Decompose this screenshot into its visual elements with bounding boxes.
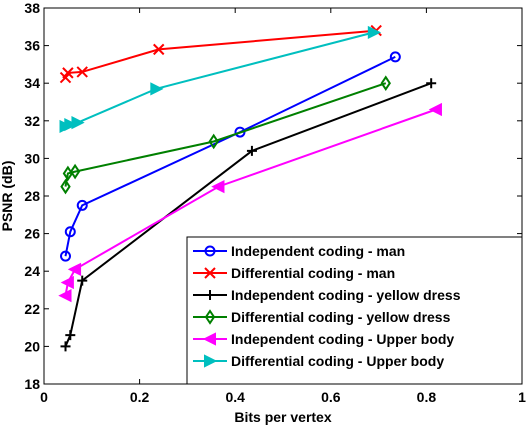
legend-entry: Independent coding - man xyxy=(193,243,405,259)
legend-marker xyxy=(205,290,215,300)
data-point xyxy=(65,330,76,341)
data-point xyxy=(389,51,401,63)
y-tick-label: 32 xyxy=(24,113,40,129)
y-tick-label: 30 xyxy=(24,150,40,166)
data-point xyxy=(60,250,72,262)
data-point xyxy=(64,117,78,132)
series-6 xyxy=(59,25,382,134)
series-line xyxy=(64,55,396,257)
legend-marker xyxy=(202,332,216,346)
data-point xyxy=(58,289,72,303)
y-tick-label: 22 xyxy=(24,301,40,317)
x-tick-label: 0.8 xyxy=(417,389,437,405)
data-point xyxy=(380,75,391,92)
y-tick-label: 26 xyxy=(24,226,40,242)
legend-label: Differential coding - yellow dress xyxy=(231,309,451,325)
data-point xyxy=(60,341,71,352)
data-point xyxy=(60,275,74,290)
legend-entry: Independent coding - Upper body xyxy=(193,331,454,347)
series-3 xyxy=(60,78,437,352)
data-point xyxy=(153,43,165,56)
legend-label: Differential coding - man xyxy=(231,265,395,281)
data-point xyxy=(211,179,225,194)
data-point xyxy=(150,82,164,96)
y-tick-label: 28 xyxy=(24,188,40,204)
y-tick-label: 24 xyxy=(24,263,40,279)
data-point xyxy=(71,116,85,130)
data-point xyxy=(76,66,88,78)
legend-entry: Differential coding - man xyxy=(193,265,395,281)
legend-box xyxy=(186,236,523,385)
legend-label: Independent coding - man xyxy=(231,243,405,259)
series-5 xyxy=(58,102,442,303)
y-axis-label: PSNR (dB) xyxy=(0,161,15,232)
series-2 xyxy=(59,24,382,84)
data-point xyxy=(62,67,74,79)
data-point xyxy=(77,275,88,286)
data-point xyxy=(60,178,71,195)
legend-marker xyxy=(204,267,216,279)
legend-label: Independent coding - yellow dress xyxy=(231,287,461,303)
y-tick-label: 20 xyxy=(24,338,40,354)
legend-marker xyxy=(204,354,218,368)
data-point xyxy=(64,226,76,238)
x-tick-label: 0.4 xyxy=(225,389,245,405)
y-tick-label: 36 xyxy=(24,38,40,54)
data-point xyxy=(69,163,81,180)
data-point xyxy=(208,133,219,150)
y-tick-label: 18 xyxy=(24,376,40,392)
data-point xyxy=(246,145,257,156)
legend-entry: Differential coding - yellow dress xyxy=(193,309,451,325)
x-tick-label: 0.6 xyxy=(321,389,341,405)
data-point xyxy=(367,25,382,40)
legend-entry: Independent coding - yellow dress xyxy=(193,287,461,303)
x-tick-label: 0 xyxy=(40,389,48,405)
legend-marker xyxy=(204,309,216,325)
y-tick-label: 34 xyxy=(24,75,40,91)
data-point xyxy=(67,262,82,276)
x-tick-label: 0.2 xyxy=(130,389,150,405)
series-layer xyxy=(58,24,442,352)
x-axis-label: Bits per vertex xyxy=(234,409,331,425)
legend: Independent coding - man Differential cod… xyxy=(186,236,523,385)
y-tick-label: 38 xyxy=(24,0,40,16)
legend-label: Differential coding - Upper body xyxy=(231,353,444,369)
data-point xyxy=(428,102,442,117)
x-tick-label: 1 xyxy=(518,389,526,405)
data-point xyxy=(76,199,88,211)
legend-entry: Differential coding - Upper body xyxy=(193,353,444,369)
legend-label: Independent coding - Upper body xyxy=(231,331,454,347)
series-4 xyxy=(60,75,391,195)
legend-marker xyxy=(204,245,216,257)
data-point xyxy=(426,78,437,89)
